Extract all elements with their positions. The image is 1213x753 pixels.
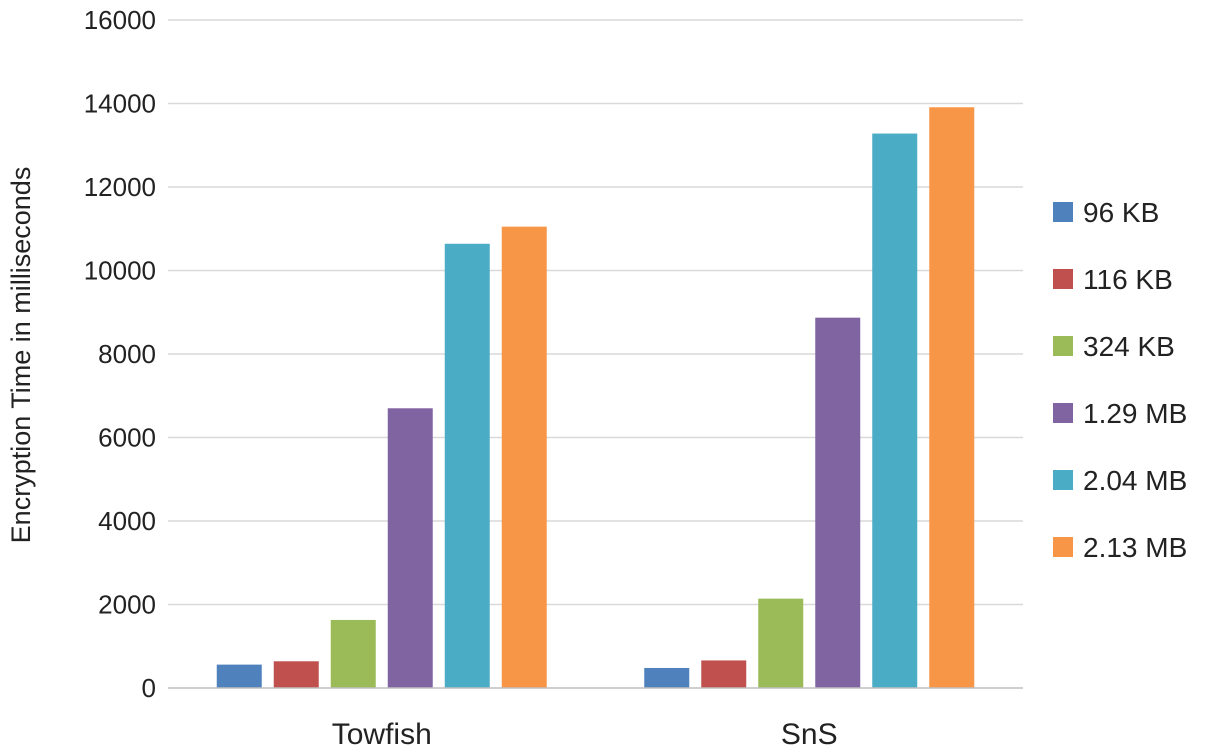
y-tick-label: 12000 (84, 172, 156, 202)
legend-item: 324 KB (1053, 331, 1175, 362)
y-tick-label: 0 (142, 673, 156, 703)
bar-sns-96-kb (644, 667, 690, 688)
legend-swatch (1053, 470, 1073, 490)
bar-towfish-324-kb (330, 619, 376, 688)
legend-swatch (1053, 336, 1073, 356)
y-tick-label: 16000 (84, 5, 156, 35)
y-tick-label: 2000 (98, 590, 156, 620)
bars (216, 107, 975, 688)
bar-towfish-116-kb (273, 661, 319, 688)
y-tick-label: 4000 (98, 506, 156, 536)
bar-sns-1-29-mb (815, 317, 861, 688)
y-tick-label: 8000 (98, 339, 156, 369)
bar-towfish-2-04-mb (444, 243, 490, 688)
legend-label: 324 KB (1083, 331, 1175, 362)
legend-swatch (1053, 403, 1073, 423)
legend-label: 2.04 MB (1083, 465, 1187, 496)
gridlines (168, 19, 1023, 606)
bar-towfish-2-13-mb (501, 226, 547, 688)
y-tick-label: 10000 (84, 256, 156, 286)
legend-item: 116 KB (1053, 264, 1173, 295)
legend-item: 96 KB (1053, 197, 1159, 228)
y-tick-label: 14000 (84, 89, 156, 119)
legend-swatch (1053, 537, 1073, 557)
bar-sns-2-13-mb (929, 107, 975, 688)
bar-sns-116-kb (701, 660, 747, 688)
legend-label: 96 KB (1083, 197, 1159, 228)
legend-label: 2.13 MB (1083, 532, 1187, 563)
legend-item: 2.04 MB (1053, 465, 1187, 496)
bar-sns-2-04-mb (872, 133, 918, 688)
bar-sns-324-kb (758, 598, 804, 688)
bar-towfish-96-kb (216, 664, 262, 688)
y-tick-label: 6000 (98, 423, 156, 453)
legend-item: 2.13 MB (1053, 532, 1187, 563)
legend-swatch (1053, 269, 1073, 289)
legend: 96 KB 116 KB 324 KB 1.29 MB 2.04 MB 2.13 MB (1053, 197, 1187, 563)
x-axis-categories: Towfish SnS (332, 718, 838, 751)
x-category-label: Towfish (332, 718, 432, 751)
legend-swatch (1053, 202, 1073, 222)
legend-label: 1.29 MB (1083, 398, 1187, 429)
y-axis-label: Encryption Time in milliseconds (6, 167, 36, 544)
legend-label: 116 KB (1083, 264, 1173, 295)
legend-item: 1.29 MB (1053, 398, 1187, 429)
x-category-label: SnS (781, 718, 838, 751)
bar-towfish-1-29-mb (387, 408, 433, 688)
y-axis-ticks: 0 2000 4000 6000 8000 10000 12000 14000 16000 (84, 5, 156, 703)
